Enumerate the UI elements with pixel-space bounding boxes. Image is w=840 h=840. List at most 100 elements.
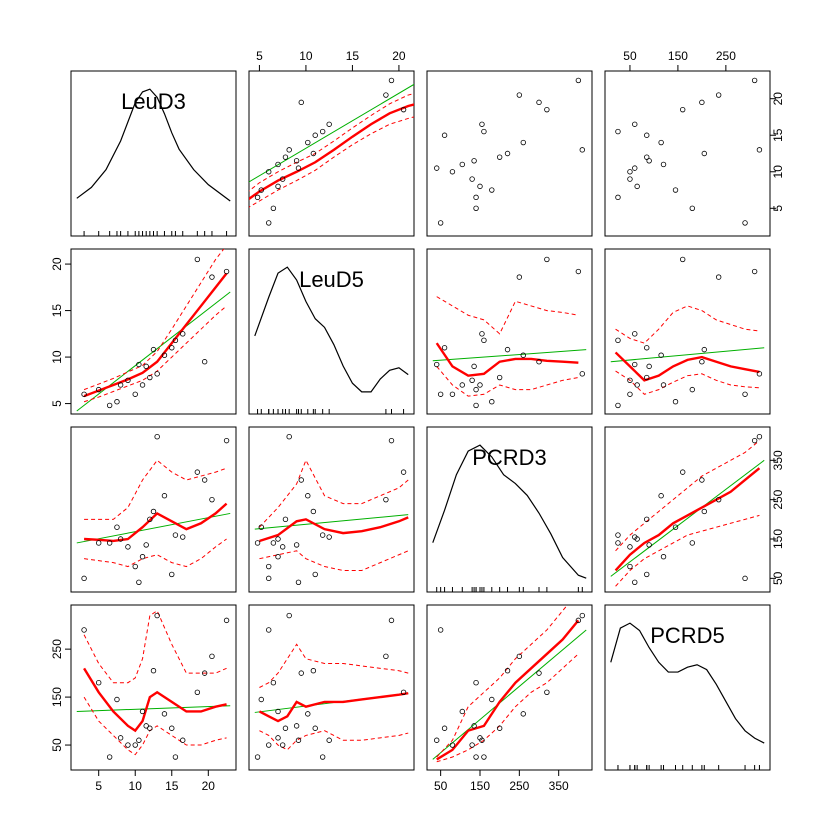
data-point [441, 132, 448, 138]
data-point [575, 268, 582, 275]
data-point [266, 563, 272, 570]
upper-band-line [615, 440, 760, 552]
data-point [266, 575, 272, 582]
data-point [615, 194, 621, 201]
data-point [154, 371, 160, 377]
data-point [644, 516, 650, 523]
data-point [473, 205, 479, 212]
data-point [81, 627, 87, 633]
data-point [136, 737, 142, 743]
data-point [627, 176, 633, 182]
data-point [114, 696, 120, 703]
data-point [286, 147, 292, 153]
data-point [161, 493, 168, 499]
data-point [282, 725, 289, 731]
y-tick-label: 5 [50, 400, 64, 407]
data-point [489, 399, 495, 405]
data-point [579, 371, 585, 377]
data-point [270, 540, 277, 546]
data-point [660, 382, 667, 388]
data-point [125, 377, 131, 384]
x-tick-label: 350 [549, 779, 569, 793]
data-point [459, 161, 465, 168]
data-point [680, 469, 686, 475]
y-tick-label: 250 [50, 639, 64, 659]
data-point [504, 346, 511, 353]
data-point [627, 563, 633, 570]
data-point [209, 653, 215, 660]
x-tick-label: 5 [95, 779, 102, 793]
data-point [312, 725, 318, 731]
linear-fit-line [76, 512, 231, 544]
data-point [496, 154, 503, 160]
data-point [634, 183, 640, 190]
data-point [481, 337, 487, 344]
data-point [756, 371, 763, 377]
data-point [106, 540, 113, 546]
upper-band-line [615, 305, 760, 344]
lower-band-line [249, 116, 414, 208]
y-tick-label: 20 [50, 257, 64, 271]
data-point [201, 359, 208, 365]
data-point [286, 434, 292, 440]
panel-frame [426, 248, 593, 415]
data-point [680, 256, 686, 263]
data-point [469, 377, 475, 384]
data-point [95, 540, 102, 546]
data-point [489, 187, 495, 193]
upper-band-line [259, 459, 409, 528]
data-point [699, 99, 705, 106]
linear-fit-line [432, 349, 587, 362]
data-point [715, 496, 722, 503]
upper-band-line [249, 93, 414, 192]
data-point [139, 382, 146, 388]
data-point [310, 508, 317, 515]
lower-band-line [259, 730, 409, 751]
panel-leud3-vs-pcrd5 [604, 70, 771, 237]
data-point [180, 737, 186, 743]
data-point [632, 579, 638, 585]
panel-pcrd3-vs-pcrd3: PCRD3 [426, 426, 593, 593]
data-point [437, 220, 444, 226]
data-point [400, 469, 407, 475]
y-tick-label: 50 [771, 571, 785, 585]
lower-band-line [436, 653, 579, 763]
data-point [298, 99, 304, 106]
panel-frame [248, 426, 415, 593]
data-point [106, 402, 113, 409]
data-point [143, 723, 149, 729]
data-point [201, 670, 208, 676]
data-point [479, 121, 485, 127]
data-point [644, 154, 650, 160]
data-point [147, 374, 153, 381]
data-point [615, 128, 621, 135]
data-point [180, 331, 186, 337]
data-point [223, 617, 230, 624]
data-point [489, 696, 495, 703]
upper-band-line [83, 249, 225, 391]
data-point [161, 711, 168, 717]
data-point [95, 386, 102, 393]
data-point [434, 737, 440, 743]
data-point [520, 352, 526, 358]
panel-frame [248, 248, 415, 415]
data-point [125, 544, 131, 550]
data-point [282, 516, 289, 523]
y-tick-label: 15 [771, 128, 785, 142]
panel-frame [70, 426, 237, 593]
data-point [634, 382, 640, 388]
data-point [298, 477, 304, 483]
x-tick-label: 250 [509, 779, 529, 793]
data-point [319, 532, 326, 538]
data-point [310, 150, 317, 157]
data-point [150, 346, 157, 353]
data-point [209, 274, 215, 280]
y-tick-label: 50 [50, 738, 64, 752]
y-tick-label: 350 [771, 450, 785, 470]
data-point [751, 77, 758, 84]
data-point [615, 337, 621, 344]
linear-fit-line [610, 459, 765, 577]
lower-band-line [259, 550, 409, 571]
data-point [400, 106, 407, 113]
data-point [132, 742, 138, 748]
